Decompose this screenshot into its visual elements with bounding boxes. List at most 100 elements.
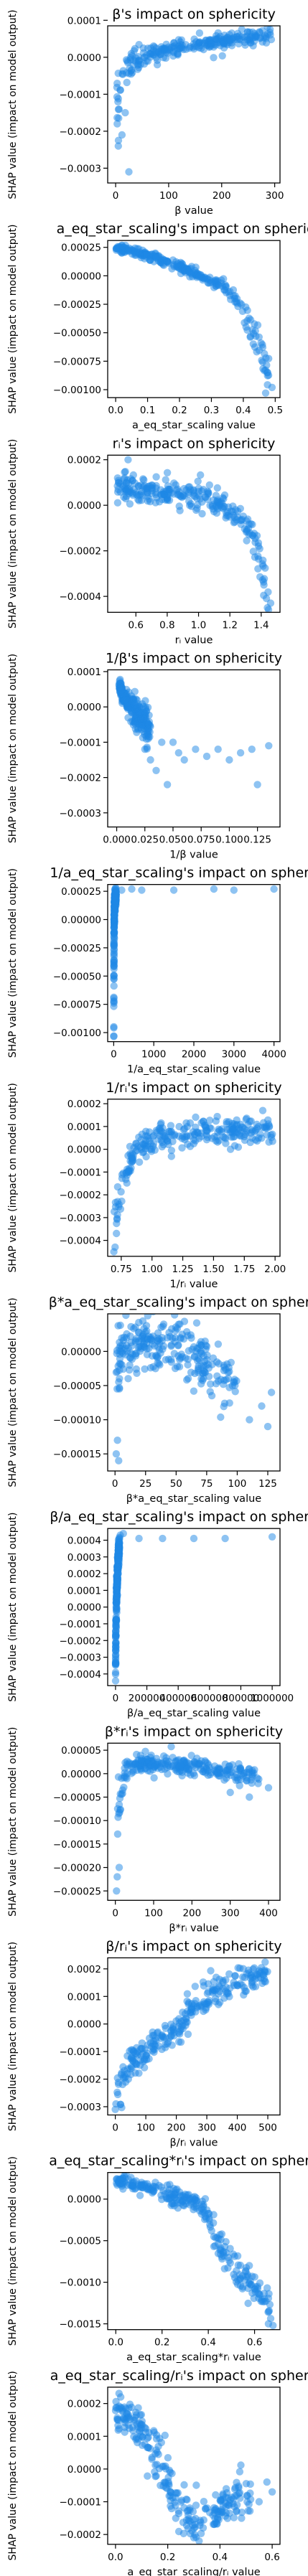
data-point (192, 2501, 200, 2509)
data-point (233, 516, 241, 524)
data-point (258, 1106, 267, 1114)
data-point (128, 885, 136, 893)
data-point (254, 552, 262, 560)
data-point (200, 1117, 207, 1125)
data-point (172, 2186, 180, 2194)
data-point (212, 1973, 220, 1981)
y-axis-label: SHAP value (impact on model output) (7, 439, 19, 629)
data-point (224, 503, 233, 511)
data-point (193, 504, 201, 512)
plot-frame (107, 454, 281, 613)
data-point (150, 1774, 158, 1782)
data-point (164, 49, 172, 57)
data-point (186, 502, 194, 509)
data-point (114, 1546, 122, 1554)
data-point (225, 1383, 233, 1391)
data-point (114, 95, 122, 103)
data-point (217, 1413, 225, 1421)
data-point (123, 78, 131, 87)
data-point (219, 1978, 227, 1986)
data-point (141, 2440, 149, 2448)
chart-title: 1/a_eq_star_scaling's impact on spherici… (50, 865, 308, 881)
data-point (141, 746, 149, 753)
data-point (261, 1978, 269, 1985)
data-point (150, 1342, 159, 1350)
data-point (230, 1120, 238, 1128)
data-point (138, 2039, 146, 2047)
data-point (185, 268, 193, 276)
data-point (164, 2454, 172, 2462)
x-tick-label: 75 (200, 1478, 213, 1490)
y-tick-label: −0.00010 (53, 1815, 101, 1827)
data-point (210, 2242, 218, 2250)
data-point (163, 781, 172, 789)
data-point (223, 34, 231, 42)
y-tick-label: −0.00100 (53, 385, 101, 396)
chart-title: β/a_eq_star_scaling's impact on spherici… (50, 1509, 308, 1525)
data-point (112, 1642, 120, 1650)
data-point (113, 113, 121, 122)
data-point (199, 1369, 207, 1378)
data-point (219, 2491, 227, 2499)
chart-title: a_eq_star_scaling/rᵢ's impact on spheric… (50, 2368, 308, 2384)
plot-frame (107, 2172, 281, 2331)
data-point (220, 491, 229, 499)
data-point (190, 1387, 198, 1395)
data-point (213, 1138, 222, 1146)
data-point (114, 2080, 123, 2088)
y-tick-label: 0.0000 (67, 500, 101, 512)
data-point (137, 1145, 145, 1153)
y-tick-label: −0.00075 (53, 1000, 101, 1011)
data-point (234, 507, 242, 515)
data-point (125, 2425, 134, 2432)
data-point (174, 2509, 183, 2518)
data-point (117, 1188, 125, 1196)
data-point (206, 1388, 214, 1396)
chart-title: a_eq_star_scaling*rᵢ's impact on spheric… (49, 2153, 308, 2169)
data-point (210, 2504, 218, 2512)
data-point (212, 282, 220, 290)
chart-title: β*a_eq_star_scaling's impact on spherici… (49, 1294, 308, 1310)
data-point (126, 1361, 134, 1369)
data-point (125, 244, 134, 253)
data-point (205, 481, 213, 489)
data-point (113, 2415, 122, 2423)
data-point (263, 2478, 271, 2486)
y-tick-label: −0.00015 (53, 1449, 101, 1460)
chart-panel: a_eq_star_scaling/rᵢ's impact on spheric… (7, 2368, 308, 2576)
data-point (193, 494, 201, 502)
scatter-points (113, 456, 275, 613)
y-tick-label: 0.00000 (61, 271, 101, 282)
data-point (200, 2498, 208, 2506)
x-tick-label: 100 (159, 190, 178, 202)
x-axis-label: β/a_eq_star_scaling value (127, 1708, 261, 1719)
data-point (174, 1341, 182, 1349)
data-point (237, 2461, 245, 2469)
data-point (245, 314, 253, 322)
data-point (200, 1982, 207, 1990)
x-axis-label: β value (174, 205, 213, 217)
chart-title: β*rᵢ's impact on sphericity (105, 1724, 283, 1739)
y-axis-label: SHAP value (impact on model output) (7, 2156, 19, 2346)
data-point (226, 1788, 234, 1797)
data-point (174, 490, 182, 498)
plot-frame (107, 1099, 281, 1257)
y-tick-label: −0.00005 (53, 1792, 101, 1804)
y-axis-label: SHAP value (impact on model output) (7, 1297, 19, 1487)
data-point (115, 1203, 123, 1211)
data-point (125, 1759, 134, 1767)
data-point (141, 2056, 149, 2064)
data-point (231, 1381, 239, 1389)
data-point (214, 504, 222, 513)
y-tick-label: 0.00025 (61, 243, 101, 254)
x-tick-label: 2000 (182, 1049, 206, 1061)
data-point (163, 1764, 172, 1772)
data-point (123, 2065, 132, 2073)
data-point (213, 1372, 221, 1380)
y-tick-label: −0.00025 (53, 1886, 101, 1897)
y-tick-label: −0.0002 (59, 1190, 101, 1201)
data-point (243, 515, 252, 523)
y-axis-label: SHAP value (impact on model output) (7, 868, 19, 1058)
data-point (231, 1388, 239, 1396)
data-point (204, 1998, 212, 2006)
